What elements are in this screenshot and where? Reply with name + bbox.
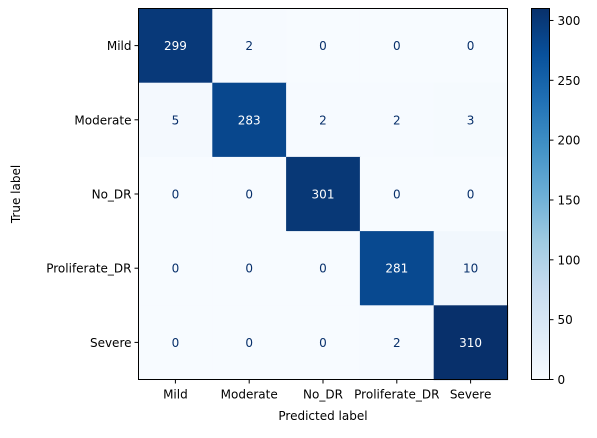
heatmap-cell xyxy=(212,305,287,381)
y-tick-label: Mild xyxy=(107,39,132,53)
y-tick-label: Moderate xyxy=(74,113,131,127)
heatmap-cell xyxy=(359,156,435,232)
heatmap-cell xyxy=(286,82,361,158)
cell-value-label: 0 xyxy=(393,39,401,53)
heatmap-cell xyxy=(138,305,213,381)
heatmap-cell xyxy=(138,156,213,232)
cell-value-label: 10 xyxy=(463,262,478,276)
cell-value-label: 2 xyxy=(393,336,401,350)
colorbar-tick-label: 300 xyxy=(558,14,581,28)
colorbar-tick-label: 50 xyxy=(558,313,573,327)
heatmap-cells xyxy=(138,8,509,381)
x-tick-label: Proliferate_DR xyxy=(354,388,439,402)
cell-value-label: 0 xyxy=(172,262,180,276)
x-tick-label: Severe xyxy=(450,388,492,402)
heatmap-cell xyxy=(212,8,287,84)
heatmap-cell xyxy=(359,305,435,381)
cell-value-label: 0 xyxy=(393,188,401,202)
heatmap-cell xyxy=(286,8,361,84)
cell-value-label: 0 xyxy=(245,188,253,202)
y-axis-title: True label xyxy=(9,165,23,224)
colorbar-tick-label: 250 xyxy=(558,74,581,88)
colorbar-tick-label: 100 xyxy=(558,253,581,267)
colorbar xyxy=(531,8,550,380)
cell-value-label: 0 xyxy=(319,262,327,276)
cell-value-label: 0 xyxy=(467,39,475,53)
colorbar-tick-label: 200 xyxy=(558,134,581,148)
colorbar-ticks: 0 50 100 150 200 250 300 xyxy=(549,14,581,387)
heatmap-cell xyxy=(138,8,213,84)
heatmap-cell xyxy=(138,82,213,158)
heatmap-cell xyxy=(286,231,361,306)
x-tick-label: Moderate xyxy=(221,388,278,402)
cell-value-label: 2 xyxy=(319,113,327,127)
cell-value-labels: 299 2 0 0 0 5 283 2 2 3 0 0 301 0 0 0 0 0 281 10 0 0 0 2 310 xyxy=(164,39,482,350)
x-tick-label: Mild xyxy=(163,388,188,402)
cell-value-label: 0 xyxy=(245,336,253,350)
y-tick-label: Proliferate_DR xyxy=(46,262,131,276)
heatmap-cell xyxy=(433,156,509,232)
cell-value-label: 281 xyxy=(385,262,408,276)
cell-value-label: 0 xyxy=(172,188,180,202)
cell-value-label: 301 xyxy=(312,188,335,202)
cell-value-label: 5 xyxy=(172,113,180,127)
cell-value-label: 2 xyxy=(245,39,253,53)
cell-value-label: 0 xyxy=(319,336,327,350)
heatmap-cell xyxy=(286,156,361,232)
colorbar-tick-label: 0 xyxy=(558,373,566,387)
y-tick-label: Severe xyxy=(90,336,132,350)
heatmap-cell xyxy=(212,82,287,158)
cell-value-label: 283 xyxy=(238,113,261,127)
colorbar-tick-label: 150 xyxy=(558,193,581,207)
heatmap-cell xyxy=(433,305,509,381)
cell-value-label: 3 xyxy=(467,113,475,127)
cell-value-label: 0 xyxy=(467,188,475,202)
heatmap-cell xyxy=(433,231,509,306)
cell-value-label: 0 xyxy=(245,262,253,276)
heatmap-cell xyxy=(359,82,435,158)
cell-value-label: 0 xyxy=(319,39,327,53)
x-axis-title: Predicted label xyxy=(278,409,367,423)
cell-value-label: 2 xyxy=(393,113,401,127)
heatmap-cell xyxy=(433,82,509,158)
heatmap-cell xyxy=(212,156,287,232)
heatmap-cell xyxy=(359,8,435,84)
y-tick-label: No_DR xyxy=(92,188,132,202)
cell-value-label: 0 xyxy=(172,336,180,350)
cell-value-label: 310 xyxy=(459,336,482,350)
heatmap-cell xyxy=(138,231,213,306)
heatmap-cell xyxy=(212,231,287,306)
heatmap-cell xyxy=(433,8,509,84)
cell-value-label: 299 xyxy=(164,39,187,53)
heatmap-cell xyxy=(359,231,435,306)
axes: Mild Moderate No_DR Proliferate_DR Severe Mil… xyxy=(46,39,491,401)
x-tick-label: No_DR xyxy=(303,388,343,402)
heatmap-cell xyxy=(286,305,361,381)
